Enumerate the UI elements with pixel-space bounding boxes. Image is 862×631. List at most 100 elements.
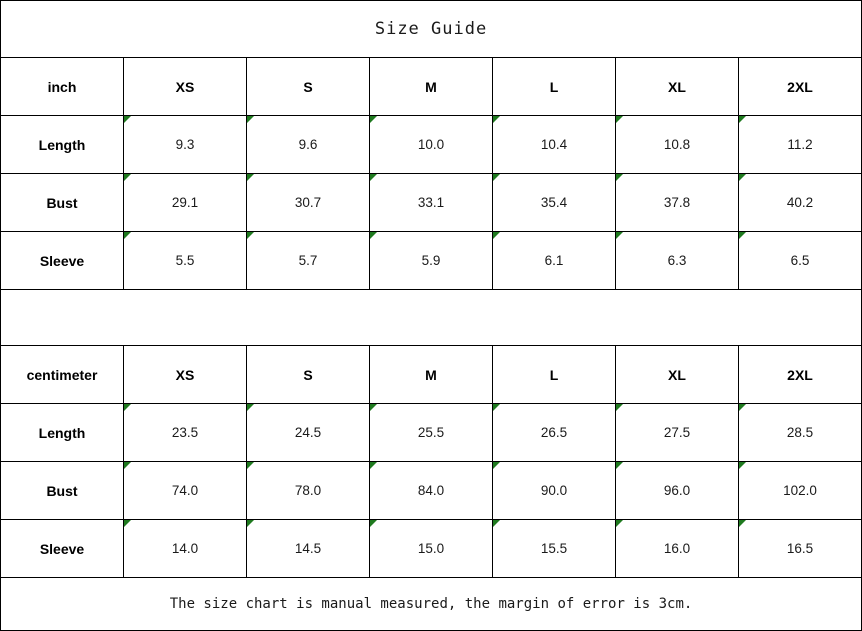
cell-value: 5.7: [298, 253, 318, 268]
table-row: Bust 29.1 30.7 33.1 35.4 37.8 40.2: [0, 173, 862, 232]
text-as-number-marker-icon: [493, 232, 500, 239]
cell-value: 90.0: [540, 483, 568, 498]
row-label-sleeve: Sleeve: [0, 231, 124, 290]
size-header-xl: XL: [615, 57, 739, 116]
cell-cm-bust-s: 78.0: [246, 461, 370, 520]
text-as-number-marker-icon: [247, 174, 254, 181]
cell-value: 16.5: [786, 541, 814, 556]
text-as-number-marker-icon: [124, 232, 131, 239]
cell-value: 78.0: [294, 483, 322, 498]
cell-value: 23.5: [171, 425, 199, 440]
cell-value: 11.2: [787, 137, 813, 152]
text-as-number-marker-icon: [124, 116, 131, 123]
cell-cm-sleeve-s: 14.5: [246, 519, 370, 578]
table-row: Bust 74.0 78.0 84.0 90.0 96.0 102.0: [0, 461, 862, 520]
cell-cm-sleeve-xl: 16.0: [615, 519, 739, 578]
cell-cm-bust-l: 90.0: [492, 461, 616, 520]
cell-cm-length-m: 25.5: [369, 403, 493, 462]
cell-inch-bust-2xl: 40.2: [737, 173, 862, 232]
footer-note-row: The size chart is manual measured, the m…: [0, 577, 862, 631]
title-row: Size Guide: [0, 0, 862, 58]
size-header-m: M: [369, 57, 493, 116]
cell-value: 6.5: [790, 253, 810, 268]
cell-inch-length-xs: 9.3: [123, 115, 247, 174]
text-as-number-marker-icon: [124, 404, 131, 411]
size-header-l: L: [492, 57, 616, 116]
row-label-cm-sleeve: Sleeve: [0, 519, 124, 578]
cell-inch-sleeve-m: 5.9: [369, 231, 493, 290]
cell-cm-sleeve-m: 15.0: [369, 519, 493, 578]
cell-value: 14.5: [294, 541, 322, 556]
cell-inch-bust-l: 35.4: [492, 173, 616, 232]
text-as-number-marker-icon: [370, 520, 377, 527]
cell-value: 14.0: [171, 541, 199, 556]
text-as-number-marker-icon: [739, 116, 746, 123]
text-as-number-marker-icon: [739, 232, 746, 239]
size-header-2xl: 2XL: [737, 57, 862, 116]
cell-value: 16.0: [663, 541, 691, 556]
header-row-centimeter: centimeter XS S M L XL 2XL: [0, 345, 862, 404]
text-as-number-marker-icon: [124, 520, 131, 527]
text-as-number-marker-icon: [493, 116, 500, 123]
cell-value: 15.0: [417, 541, 445, 556]
text-as-number-marker-icon: [247, 116, 254, 123]
cell-value: 96.0: [663, 483, 691, 498]
cell-cm-bust-xs: 74.0: [123, 461, 247, 520]
cell-inch-bust-xl: 37.8: [615, 173, 739, 232]
text-as-number-marker-icon: [616, 462, 623, 469]
cell-cm-sleeve-l: 15.5: [492, 519, 616, 578]
row-label-cm-length: Length: [0, 403, 124, 462]
text-as-number-marker-icon: [616, 232, 623, 239]
text-as-number-marker-icon: [247, 520, 254, 527]
cell-value: 5.9: [421, 253, 441, 268]
row-label-bust: Bust: [0, 173, 124, 232]
cell-cm-bust-2xl: 102.0: [737, 461, 862, 520]
cell-value: 26.5: [540, 425, 568, 440]
text-as-number-marker-icon: [370, 404, 377, 411]
cell-inch-bust-s: 30.7: [246, 173, 370, 232]
text-as-number-marker-icon: [247, 404, 254, 411]
text-as-number-marker-icon: [370, 462, 377, 469]
size-header-cm-xl: XL: [615, 345, 739, 404]
cell-inch-length-l: 10.4: [492, 115, 616, 174]
cell-inch-sleeve-l: 6.1: [492, 231, 616, 290]
cell-value: 29.1: [171, 195, 199, 210]
cell-cm-length-s: 24.5: [246, 403, 370, 462]
cell-value: 6.3: [667, 253, 687, 268]
text-as-number-marker-icon: [493, 404, 500, 411]
cell-inch-length-2xl: 11.2: [737, 115, 862, 174]
unit-header-inch: inch: [0, 57, 124, 116]
text-as-number-marker-icon: [124, 462, 131, 469]
text-as-number-marker-icon: [370, 232, 377, 239]
table-row: Sleeve 14.0 14.5 15.0 15.5 16.0 16.5: [0, 519, 862, 578]
cell-inch-sleeve-xs: 5.5: [123, 231, 247, 290]
cell-cm-sleeve-2xl: 16.5: [737, 519, 862, 578]
size-header-cm-xs: XS: [123, 345, 247, 404]
text-as-number-marker-icon: [247, 462, 254, 469]
text-as-number-marker-icon: [370, 174, 377, 181]
unit-header-centimeter: centimeter: [0, 345, 124, 404]
text-as-number-marker-icon: [616, 520, 623, 527]
cell-value: 10.4: [540, 137, 568, 152]
page-title: Size Guide: [0, 0, 862, 58]
cell-value: 28.5: [786, 425, 814, 440]
size-header-cm-2xl: 2XL: [737, 345, 862, 404]
cell-value: 10.8: [663, 137, 691, 152]
cell-value: 102.0: [783, 483, 817, 498]
cell-inch-sleeve-xl: 6.3: [615, 231, 739, 290]
text-as-number-marker-icon: [739, 462, 746, 469]
spacer-cell: [0, 289, 862, 346]
cell-cm-bust-m: 84.0: [369, 461, 493, 520]
text-as-number-marker-icon: [124, 174, 131, 181]
cell-inch-sleeve-2xl: 6.5: [737, 231, 862, 290]
cell-value: 24.5: [294, 425, 322, 440]
cell-value: 15.5: [540, 541, 568, 556]
cell-value: 84.0: [417, 483, 445, 498]
cell-value: 40.2: [786, 195, 814, 210]
cell-cm-length-l: 26.5: [492, 403, 616, 462]
cell-cm-length-xl: 27.5: [615, 403, 739, 462]
text-as-number-marker-icon: [616, 404, 623, 411]
table-row: Length 9.3 9.6 10.0 10.4 10.8 11.2: [0, 115, 862, 174]
cell-value: 5.5: [175, 253, 195, 268]
